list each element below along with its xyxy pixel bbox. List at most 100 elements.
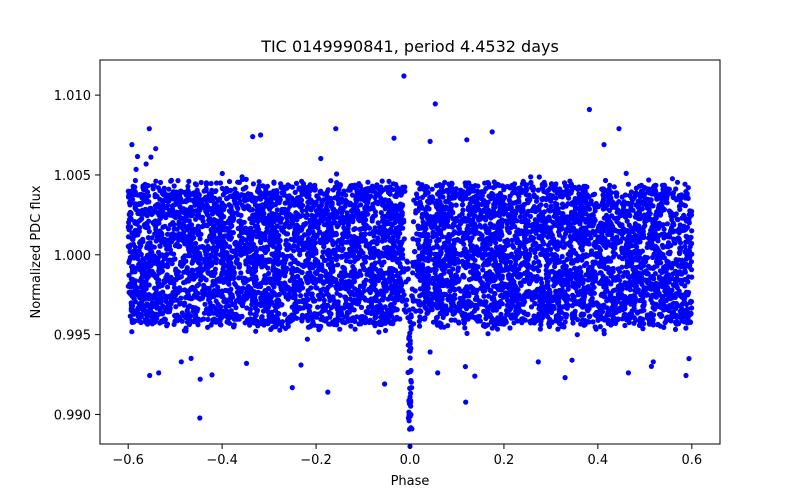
data-point bbox=[340, 246, 346, 252]
data-point bbox=[193, 240, 199, 247]
data-point bbox=[332, 255, 338, 261]
data-point bbox=[318, 155, 324, 162]
data-point bbox=[531, 192, 537, 198]
data-point bbox=[558, 309, 565, 315]
data-point bbox=[567, 253, 574, 259]
data-point bbox=[374, 199, 380, 205]
data-point bbox=[499, 280, 505, 286]
data-point bbox=[456, 286, 462, 292]
data-point bbox=[366, 225, 372, 231]
data-point bbox=[527, 213, 534, 219]
data-point bbox=[480, 323, 487, 329]
data-point bbox=[297, 252, 303, 258]
data-point bbox=[321, 297, 327, 303]
data-point bbox=[552, 281, 559, 287]
data-point bbox=[153, 178, 159, 184]
data-point bbox=[205, 324, 211, 330]
data-point bbox=[498, 258, 504, 264]
data-point bbox=[665, 244, 671, 250]
data-point bbox=[147, 372, 153, 379]
data-point bbox=[230, 230, 236, 236]
data-point bbox=[624, 218, 630, 224]
data-point bbox=[270, 264, 276, 270]
data-point bbox=[213, 180, 220, 186]
data-point bbox=[276, 243, 282, 249]
data-point bbox=[612, 277, 619, 283]
data-point bbox=[511, 320, 517, 326]
data-point bbox=[408, 390, 414, 396]
data-point bbox=[574, 332, 580, 338]
data-point bbox=[531, 260, 537, 266]
data-point bbox=[413, 191, 420, 197]
data-point bbox=[689, 305, 695, 311]
data-point bbox=[133, 166, 139, 172]
data-point bbox=[438, 248, 444, 254]
data-point bbox=[420, 219, 426, 225]
data-point bbox=[376, 277, 382, 284]
data-point bbox=[410, 219, 417, 225]
data-point bbox=[203, 306, 209, 313]
data-point bbox=[318, 202, 324, 209]
data-point bbox=[450, 266, 456, 272]
data-point bbox=[154, 230, 160, 236]
data-point bbox=[683, 372, 689, 379]
data-point bbox=[658, 313, 664, 319]
data-point bbox=[202, 301, 208, 307]
data-point bbox=[682, 243, 688, 250]
data-point bbox=[674, 216, 681, 222]
data-point bbox=[669, 210, 675, 216]
data-point bbox=[335, 246, 341, 252]
data-point bbox=[520, 316, 527, 322]
data-point bbox=[494, 326, 501, 332]
data-point bbox=[625, 181, 632, 187]
data-point bbox=[154, 303, 160, 310]
data-point bbox=[638, 182, 645, 188]
data-point bbox=[243, 237, 249, 243]
data-point bbox=[341, 188, 347, 194]
data-point bbox=[357, 183, 363, 189]
data-point bbox=[228, 207, 234, 213]
data-point bbox=[192, 181, 198, 187]
data-point bbox=[269, 309, 275, 315]
data-point bbox=[638, 260, 644, 266]
data-point bbox=[673, 211, 679, 217]
data-point bbox=[411, 197, 417, 203]
data-point bbox=[364, 309, 370, 315]
data-point bbox=[533, 198, 540, 204]
data-point bbox=[167, 212, 173, 218]
data-point bbox=[203, 277, 209, 283]
data-point bbox=[243, 176, 249, 182]
data-point bbox=[331, 247, 337, 253]
data-point bbox=[186, 178, 192, 184]
data-point bbox=[665, 240, 672, 246]
data-point bbox=[491, 295, 497, 301]
data-point bbox=[171, 183, 177, 189]
data-point bbox=[640, 326, 646, 332]
data-point bbox=[408, 326, 414, 332]
data-point bbox=[218, 216, 224, 223]
data-point bbox=[403, 302, 409, 308]
data-point bbox=[386, 197, 392, 204]
data-point bbox=[683, 325, 689, 331]
data-point bbox=[459, 202, 465, 208]
data-point bbox=[203, 180, 209, 186]
data-point bbox=[371, 284, 377, 290]
data-point bbox=[328, 178, 334, 184]
data-point bbox=[175, 178, 181, 184]
data-point bbox=[460, 197, 466, 203]
data-point bbox=[283, 238, 289, 244]
data-point bbox=[334, 290, 340, 296]
data-point bbox=[164, 284, 171, 290]
data-point bbox=[129, 329, 135, 335]
data-point bbox=[352, 326, 358, 332]
data-point bbox=[386, 178, 392, 184]
data-point bbox=[308, 207, 314, 213]
data-point bbox=[507, 325, 513, 331]
data-point bbox=[134, 153, 141, 160]
data-point bbox=[648, 363, 655, 369]
data-point bbox=[382, 381, 388, 387]
data-point bbox=[242, 198, 248, 204]
data-point bbox=[150, 186, 156, 192]
data-point bbox=[262, 288, 268, 294]
data-point bbox=[389, 186, 395, 193]
